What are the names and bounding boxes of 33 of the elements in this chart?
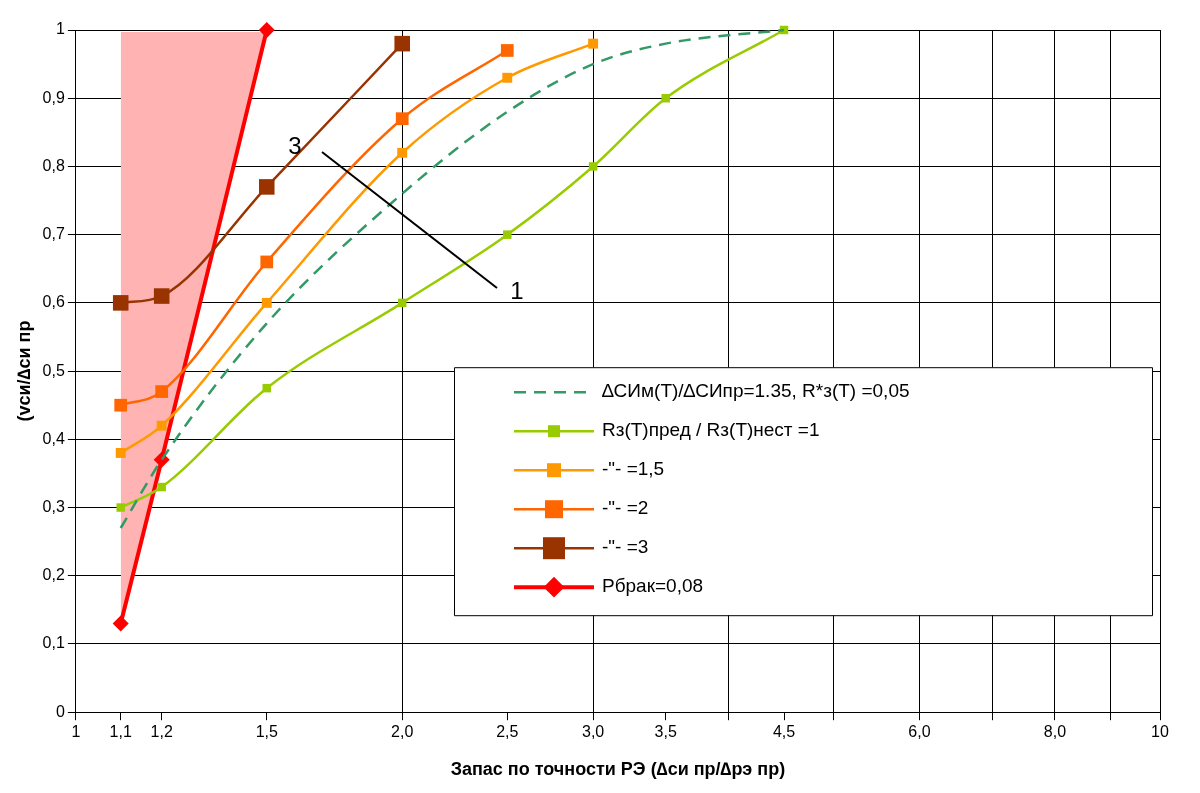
legend-label: -"- =1,5 <box>602 458 665 480</box>
y-tick-label: 0,9 <box>42 88 65 106</box>
y-tick-label: 0,2 <box>42 566 65 584</box>
y-tick-label: 0,6 <box>42 293 65 311</box>
x-tick-label: 1 <box>71 723 81 741</box>
y-tick-label: 0,7 <box>42 225 65 243</box>
legend-label: Pбрак=0,08 <box>602 575 704 597</box>
annotation: 1 <box>510 276 524 304</box>
legend-label: ∆СИм(T)/∆СИпр=1.35, R*з(T) =0,05 <box>602 380 910 402</box>
x-tick-label: 10 <box>1151 723 1169 741</box>
x-tick-label: 1,1 <box>109 723 132 741</box>
y-tick-label: 0,4 <box>42 429 65 447</box>
y-tick-label: 0 <box>55 702 65 720</box>
x-tick-label: 1,2 <box>150 723 173 741</box>
y-tick-label: 0,1 <box>42 634 65 652</box>
y-axis-title: (vси/∆си пр <box>13 320 34 422</box>
x-tick-label: 6,0 <box>908 723 931 741</box>
x-tick-label: 3,5 <box>654 723 677 741</box>
x-tick-label: 4,5 <box>772 723 796 741</box>
legend-label: -"- =2 <box>602 497 649 519</box>
y-tick-label: 0,3 <box>42 497 65 515</box>
x-tick-label: 2,5 <box>496 723 519 741</box>
annotation: 3 <box>288 131 302 159</box>
legend-label: -"- =3 <box>602 536 649 558</box>
x-tick-label: 2,0 <box>391 723 414 741</box>
x-tick-label: 8,0 <box>1043 723 1067 741</box>
x-tick-label: 1,5 <box>255 723 278 741</box>
y-tick-label: 0,5 <box>42 361 65 379</box>
x-tick-label: 3,0 <box>581 723 605 741</box>
y-tick-label: 0,8 <box>42 156 65 174</box>
x-axis-title: Запас по точности РЭ (∆си пр/∆рэ пр) <box>450 759 786 780</box>
legend-label: Rз(T)пред / Rз(T)нест =1 <box>602 419 820 441</box>
y-tick-label: 1 <box>55 20 65 38</box>
